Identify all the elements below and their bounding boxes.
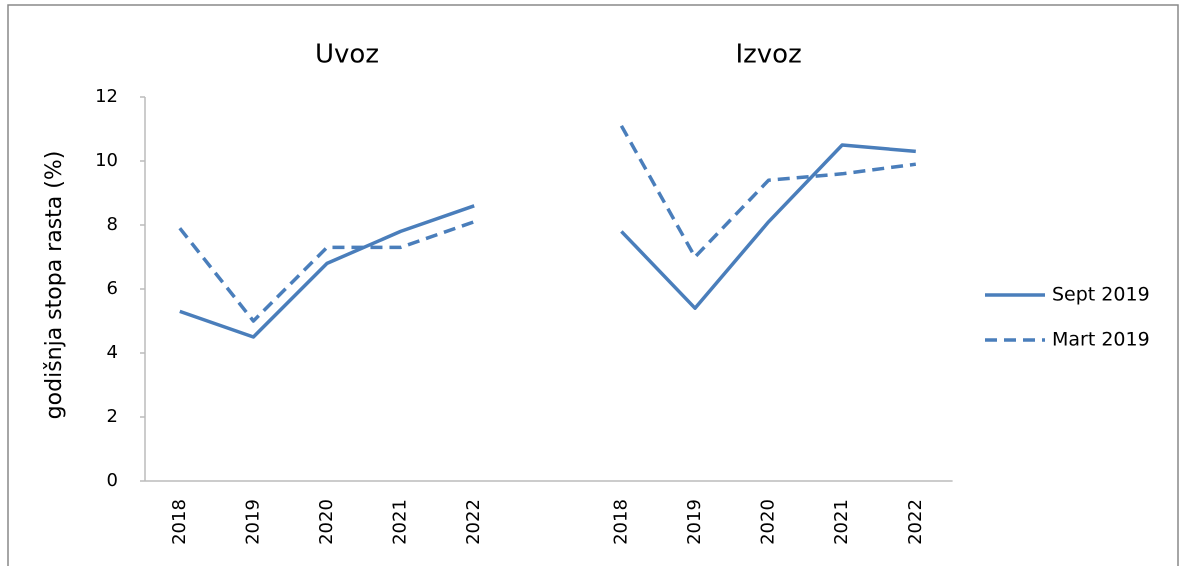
x-tick-label: 2021 — [390, 499, 411, 545]
chart-frame — [7, 4, 1179, 566]
y-tick-label: 2 — [107, 406, 118, 427]
x-tick-label: 2022 — [463, 499, 484, 545]
y-tick-label: 8 — [107, 214, 118, 235]
y-tick-label: 0 — [107, 470, 118, 491]
x-tick-label: 2021 — [831, 499, 852, 545]
y-axis-label: godišnja stopa rasta (%) — [42, 151, 67, 420]
y-tick-label: 12 — [95, 86, 118, 107]
y-tick-label: 4 — [107, 342, 118, 363]
series-line — [178, 124, 917, 323]
y-tick-label: 10 — [95, 150, 118, 171]
x-tick-label: 2022 — [905, 499, 926, 545]
group-title: Uvoz — [315, 40, 379, 70]
x-tick-label: 2018 — [610, 499, 631, 545]
x-tick-label: 2020 — [316, 499, 337, 545]
legend-label: Sept 2019 — [1052, 284, 1150, 306]
x-tick-label: 2020 — [758, 499, 779, 545]
series-line — [179, 143, 916, 339]
y-tick-label: 6 — [107, 278, 118, 299]
group-title: Izvoz — [735, 40, 801, 70]
x-tick-label: 2019 — [684, 499, 705, 545]
legend-label: Mart 2019 — [1052, 329, 1150, 351]
x-tick-label: 2019 — [242, 499, 263, 545]
x-tick-label: 2018 — [169, 499, 190, 545]
